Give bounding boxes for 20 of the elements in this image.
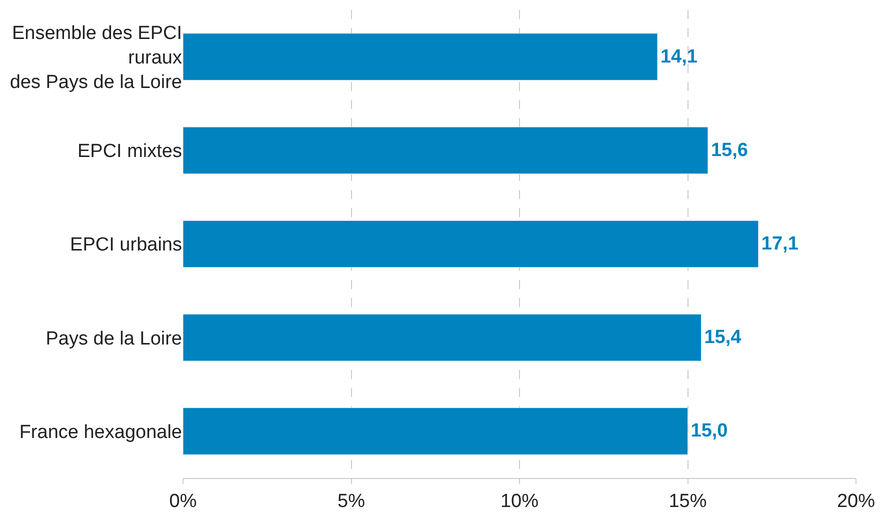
bar — [183, 220, 759, 268]
data-label: 17,1 — [761, 234, 799, 254]
x-tick-label: 5% — [338, 490, 366, 512]
bar — [183, 314, 702, 362]
x-tick-label: 20% — [836, 490, 876, 512]
bar — [183, 126, 708, 174]
y-tick-label: Ensemble des EPCI ruraux des Pays de la Loire — [10, 22, 182, 94]
data-label: 15,6 — [710, 140, 748, 161]
bar — [183, 33, 658, 80]
x-tick-label: 15% — [668, 490, 707, 512]
x-tick-label: 10% — [500, 490, 539, 512]
data-label: 15,4 — [704, 327, 742, 348]
x-tick-label: 0% — [169, 490, 197, 512]
data-label: 15,0 — [690, 420, 728, 442]
y-tick-label: France hexagonale — [19, 422, 182, 443]
y-tick-label: EPCI urbains — [70, 234, 182, 256]
data-label: 14,1 — [660, 46, 698, 68]
y-tick-label: EPCI mixtes — [77, 141, 182, 162]
y-tick-label: Pays de la Loire — [46, 328, 182, 350]
bar — [183, 408, 688, 455]
